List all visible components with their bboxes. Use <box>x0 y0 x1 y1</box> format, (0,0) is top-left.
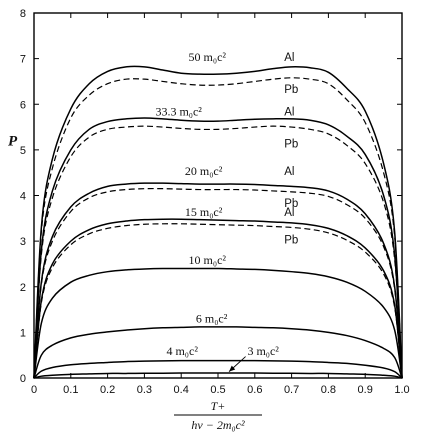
x-tick-label: 0 <box>31 384 37 396</box>
annotation-label: Al <box>284 207 294 219</box>
y-axis-label: P <box>8 133 18 149</box>
annotation-label: Al <box>284 52 294 64</box>
annotation-label: 15 m₀c² <box>185 205 223 219</box>
annotation-label: 20 m₀c² <box>185 164 223 178</box>
y-tick-label: 2 <box>20 282 26 294</box>
x-tick-label: 0.9 <box>358 384 373 396</box>
annotation-label: 10 m₀c² <box>189 253 227 267</box>
x-tick-label: 0.6 <box>247 384 262 396</box>
series-line <box>33 125 403 379</box>
series-line <box>33 359 403 379</box>
series-line <box>33 117 403 379</box>
annotation-label: Pb <box>284 139 298 151</box>
ticks: 0 0.1 0.2 0.3 0.4 0.5 0.6 0.7 0.8 0.9 1.0 0 1 2 3 4 5 6 7 8 <box>20 8 410 396</box>
annotation-label: Al <box>284 166 294 178</box>
annotation-label: Pb <box>284 198 298 210</box>
annotation-label: 6 m₀c² <box>196 311 228 325</box>
series-line <box>33 65 403 379</box>
annotation-label: 3 m₀c² <box>247 344 279 358</box>
y-tick-label: 8 <box>20 8 26 20</box>
series-line <box>33 218 403 379</box>
annotation-label: Al <box>284 107 294 119</box>
x-tick-label: 0.7 <box>284 384 299 396</box>
x-tick-label: 0.1 <box>63 384 78 396</box>
x-axis-label-denominator: hν − 2m₀c² <box>191 418 245 432</box>
series-line <box>33 182 403 379</box>
x-tick-label: 0.2 <box>100 384 115 396</box>
y-tick-label: 1 <box>20 327 26 339</box>
y-tick-label: 7 <box>20 54 26 66</box>
series-line <box>33 187 403 379</box>
y-tick-label: 5 <box>20 145 26 157</box>
y-tick-label: 3 <box>20 236 26 248</box>
x-tick-label: 0.4 <box>174 384 189 396</box>
series-line <box>33 223 403 379</box>
arrow-head-icon <box>229 365 236 372</box>
series-line <box>33 267 403 379</box>
y-tick-label: 0 <box>20 373 26 385</box>
series-line <box>33 326 403 379</box>
series-line <box>33 77 403 379</box>
annotation-label: Pb <box>284 234 298 246</box>
x-tick-label: 0.3 <box>137 384 152 396</box>
x-axis-label-numerator: T+ <box>211 399 226 413</box>
y-tick-label: 4 <box>20 191 26 203</box>
annotation-label: 4 m₀c² <box>166 344 198 358</box>
plot-frame <box>33 12 403 379</box>
annotation-label: 33.3 m₀c² <box>155 105 202 119</box>
y-tick-label: 6 <box>20 99 26 111</box>
x-tick-label: 0.8 <box>321 384 336 396</box>
x-tick-label: 1.0 <box>394 384 409 396</box>
series-lines <box>33 65 403 379</box>
annotation-label: Pb <box>284 84 298 96</box>
x-tick-label: 0.5 <box>210 384 225 396</box>
series-line <box>33 372 403 379</box>
annotation-label: 50 m₀c² <box>189 50 227 64</box>
